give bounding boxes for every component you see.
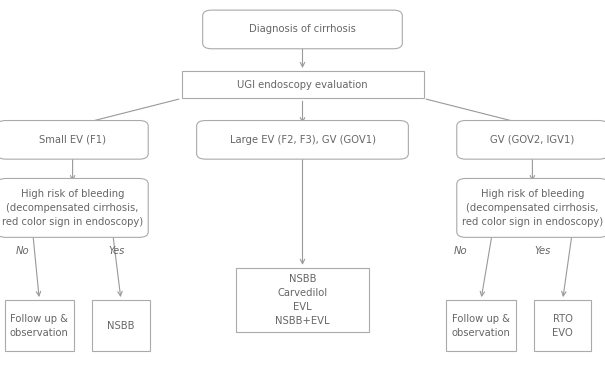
FancyBboxPatch shape <box>93 300 150 351</box>
FancyBboxPatch shape <box>457 121 605 159</box>
Text: GV (GOV2, IGV1): GV (GOV2, IGV1) <box>490 135 575 145</box>
Text: High risk of bleeding
(decompensated cirrhosis,
red color sign in endoscopy): High risk of bleeding (decompensated cir… <box>2 189 143 227</box>
FancyBboxPatch shape <box>457 178 605 237</box>
Text: Follow up &
observation: Follow up & observation <box>10 314 69 338</box>
FancyBboxPatch shape <box>534 300 592 351</box>
FancyBboxPatch shape <box>4 300 74 351</box>
Text: NSBB: NSBB <box>107 321 135 331</box>
Text: Yes: Yes <box>534 246 551 256</box>
Text: No: No <box>16 246 30 256</box>
FancyBboxPatch shape <box>182 71 424 98</box>
Text: UGI endoscopy evaluation: UGI endoscopy evaluation <box>237 79 368 90</box>
Text: Yes: Yes <box>108 246 125 256</box>
Text: RTO
EVO: RTO EVO <box>552 314 573 338</box>
Text: High risk of bleeding
(decompensated cirrhosis,
red color sign in endoscopy): High risk of bleeding (decompensated cir… <box>462 189 603 227</box>
FancyBboxPatch shape <box>0 178 148 237</box>
Text: Small EV (F1): Small EV (F1) <box>39 135 106 145</box>
FancyBboxPatch shape <box>197 121 408 159</box>
Text: Diagnosis of cirrhosis: Diagnosis of cirrhosis <box>249 24 356 35</box>
Text: NSBB
Carvedilol
EVL
NSBB+EVL: NSBB Carvedilol EVL NSBB+EVL <box>275 274 330 326</box>
FancyBboxPatch shape <box>236 268 369 332</box>
FancyBboxPatch shape <box>203 10 402 49</box>
Text: Large EV (F2, F3), GV (GOV1): Large EV (F2, F3), GV (GOV1) <box>229 135 376 145</box>
Text: No: No <box>454 246 468 256</box>
FancyBboxPatch shape <box>0 121 148 159</box>
FancyBboxPatch shape <box>446 300 515 351</box>
Text: Follow up &
observation: Follow up & observation <box>451 314 511 338</box>
